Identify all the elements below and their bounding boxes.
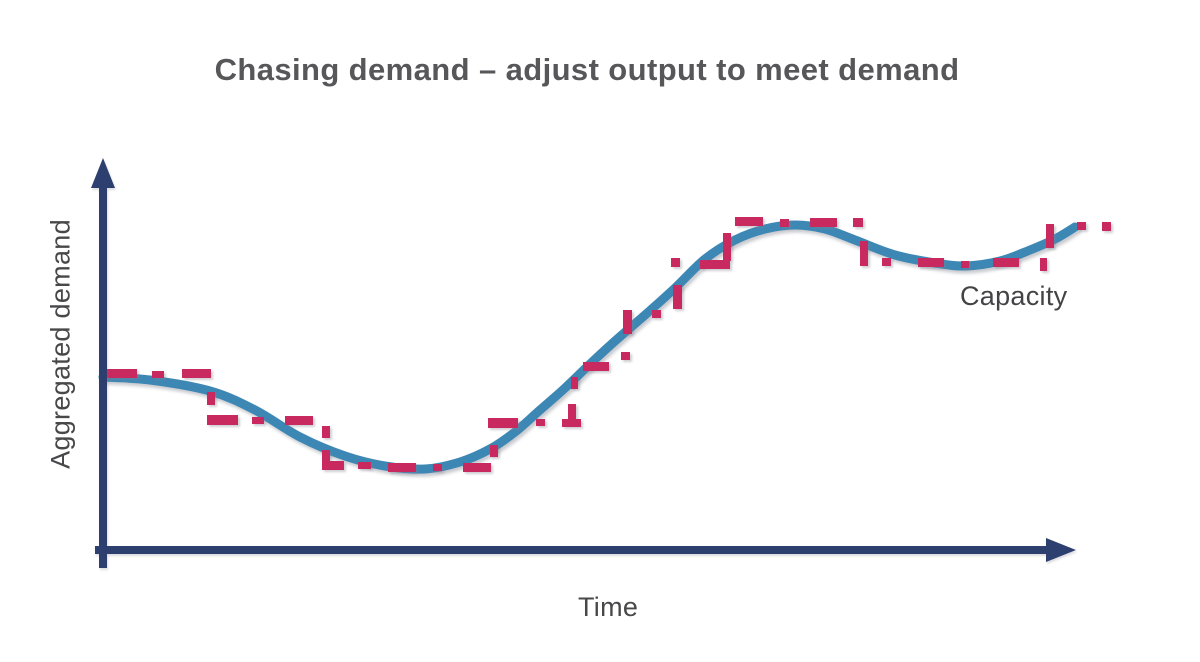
capacity-dash — [673, 285, 682, 309]
capacity-dash — [463, 463, 491, 472]
capacity-annotation: Capacity — [960, 281, 1068, 311]
y-axis-label: Aggregated demand — [45, 219, 76, 469]
capacity-dash — [322, 426, 330, 438]
capacity-dash — [1077, 222, 1086, 230]
capacity-dash — [388, 463, 416, 472]
capacity-dash — [536, 419, 545, 426]
capacity-dash — [1040, 258, 1047, 271]
chart-title: Chasing demand – adjust output to meet d… — [214, 52, 960, 87]
capacity-dash — [882, 258, 891, 266]
capacity-dash — [735, 217, 763, 226]
y-axis-arrow-icon — [91, 158, 115, 188]
capacity-dash — [433, 464, 442, 471]
axes-layer — [91, 158, 1076, 568]
capacity-dash — [358, 462, 371, 469]
capacity-dash — [1046, 224, 1054, 248]
capacity-dash — [568, 404, 576, 420]
capacity-dash — [1102, 222, 1111, 231]
capacity-dash — [252, 417, 264, 424]
capacity-dash — [671, 258, 680, 267]
x-axis-label: Time — [578, 592, 639, 622]
capacity-dash — [583, 362, 609, 371]
capacity-dash — [723, 233, 731, 261]
capacity-dash — [700, 260, 730, 269]
capacity-dash — [562, 419, 581, 427]
capacity-dash — [488, 418, 518, 428]
x-axis-arrow-icon — [1046, 538, 1076, 562]
capacity-dash — [322, 461, 344, 470]
capacity-steps-layer — [103, 217, 1111, 472]
capacity-dash — [860, 241, 868, 266]
capacity-dash — [103, 369, 137, 378]
capacity-dash — [993, 258, 1019, 267]
capacity-dash — [961, 261, 969, 268]
capacity-dash — [207, 392, 215, 405]
capacity-dash — [571, 377, 578, 389]
capacity-dash — [621, 352, 630, 360]
capacity-dash — [918, 258, 944, 267]
capacity-dash — [780, 219, 789, 227]
capacity-dash — [810, 218, 837, 227]
capacity-dash — [182, 369, 211, 378]
capacity-dash — [490, 445, 498, 457]
capacity-dash — [322, 450, 330, 463]
capacity-dash — [152, 371, 164, 378]
capacity-dash — [207, 415, 238, 425]
capacity-dash — [652, 310, 661, 318]
capacity-dash — [285, 416, 313, 425]
capacity-dash — [853, 218, 863, 227]
capacity-dash — [623, 310, 632, 334]
